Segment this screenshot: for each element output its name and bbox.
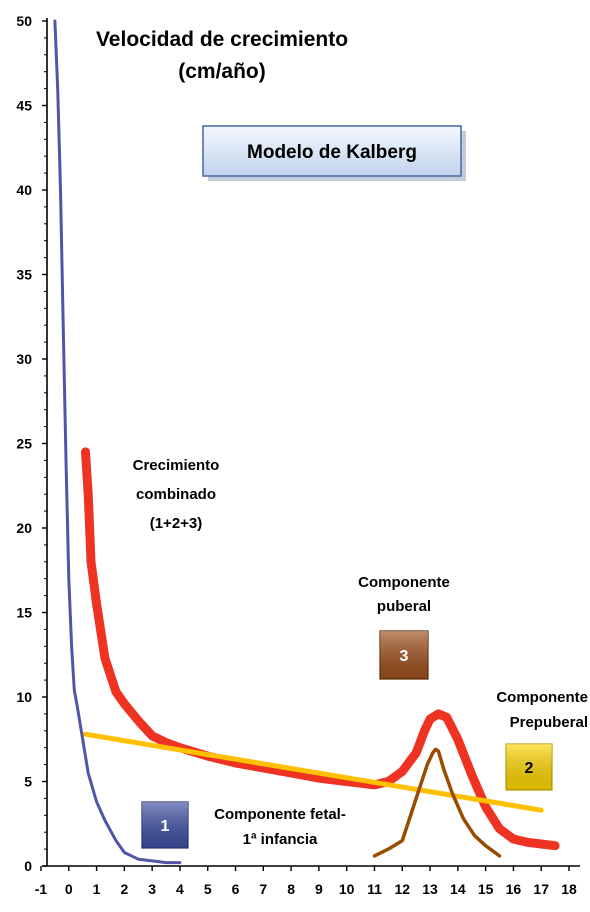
x-tick-label: 12: [394, 881, 410, 897]
x-tick-label: 16: [506, 881, 522, 897]
y-tick-label: 10: [16, 689, 32, 705]
x-tick-label: 9: [315, 881, 323, 897]
x-tick-label: 3: [148, 881, 156, 897]
series-line-puberal: [372, 747, 502, 858]
y-tick-label: 20: [16, 520, 32, 536]
x-tick-label: 4: [176, 881, 184, 897]
component-box-1-shade: [142, 802, 188, 848]
series-line-prepuberal: [83, 731, 544, 813]
y-tick-label: 50: [16, 13, 32, 29]
annotation-prepuberal-line-1: Componente: [496, 689, 588, 706]
x-tick-label: 8: [287, 881, 295, 897]
x-tick-label: 18: [561, 881, 577, 897]
x-tick-label: 15: [478, 881, 494, 897]
series-line-combinado: [81, 447, 560, 851]
x-tick-label: -1: [35, 881, 48, 897]
y-tick-label: 15: [16, 605, 32, 621]
y-tick-label: 30: [16, 351, 32, 367]
component-box-1-number: 1: [161, 818, 170, 835]
series-layer: [53, 19, 560, 865]
x-tick-label: 1: [93, 881, 101, 897]
model-label: Modelo de Kalberg: [247, 142, 417, 163]
x-tick-label: 11: [367, 881, 382, 897]
component-box-3-number: 3: [400, 648, 409, 665]
annotation-combinado-line-3: (1+2+3): [150, 515, 203, 532]
annotation-fetal: Componente fetal- 1ª infancia: [214, 806, 346, 848]
model-label-box: Modelo de Kalberg: [202, 125, 466, 181]
component-box-2-number: 2: [525, 760, 534, 777]
annotation-puberal: Componente puberal: [358, 574, 450, 615]
x-tick-label: 6: [232, 881, 240, 897]
chart-title-line-2: (cm/año): [178, 60, 266, 83]
component-box-3: 3: [379, 630, 429, 680]
y-tick-label: 25: [16, 436, 32, 452]
x-tick-label: 0: [65, 881, 73, 897]
component-box-3-shade: [380, 631, 428, 679]
x-ticks: -1 0 1 2 3 4 5 6 7 8 9 10 11 12 13 14 15 16 17 18: [35, 866, 577, 897]
x-tick-label: 13: [422, 881, 438, 897]
y-ticks: 0 5 10 15 20 25 30 35 40 45 50: [16, 13, 47, 874]
x-tick-label: 10: [339, 881, 355, 897]
x-tick-label: 5: [204, 881, 212, 897]
annotation-combinado-line-2: combinado: [136, 486, 216, 503]
y-tick-label: 40: [16, 182, 32, 198]
y-tick-label: 0: [24, 858, 32, 874]
annotation-fetal-line-1: Componente fetal-: [214, 806, 346, 823]
x-tick-label: 14: [450, 881, 466, 897]
annotation-prepuberal: Componente Prepuberal: [496, 689, 588, 731]
annotation-prepuberal-line-2: Prepuberal: [510, 714, 588, 731]
annotation-fetal-line-2: 1ª infancia: [243, 831, 318, 848]
chart-title-line-1: Velocidad de crecimiento: [96, 28, 348, 51]
x-tick-label: 2: [120, 881, 128, 897]
x-tick-label: 7: [259, 881, 267, 897]
y-tick-label: 45: [16, 98, 32, 114]
y-tick-label: 35: [16, 267, 32, 283]
annotation-puberal-line-1: Componente: [358, 574, 450, 591]
y-tick-label: 5: [24, 774, 32, 790]
component-box-2: 2: [505, 743, 553, 791]
component-box-1: 1: [141, 801, 189, 849]
annotation-puberal-line-2: puberal: [377, 598, 431, 615]
x-tick-label: 17: [533, 881, 549, 897]
series-line-fetal: [53, 19, 182, 865]
model-box: [202, 125, 462, 177]
annotation-combinado-line-1: Crecimiento: [133, 457, 220, 474]
annotation-combinado: Crecimiento combinado (1+2+3): [133, 457, 220, 532]
component-box-2-shade: [506, 744, 552, 790]
